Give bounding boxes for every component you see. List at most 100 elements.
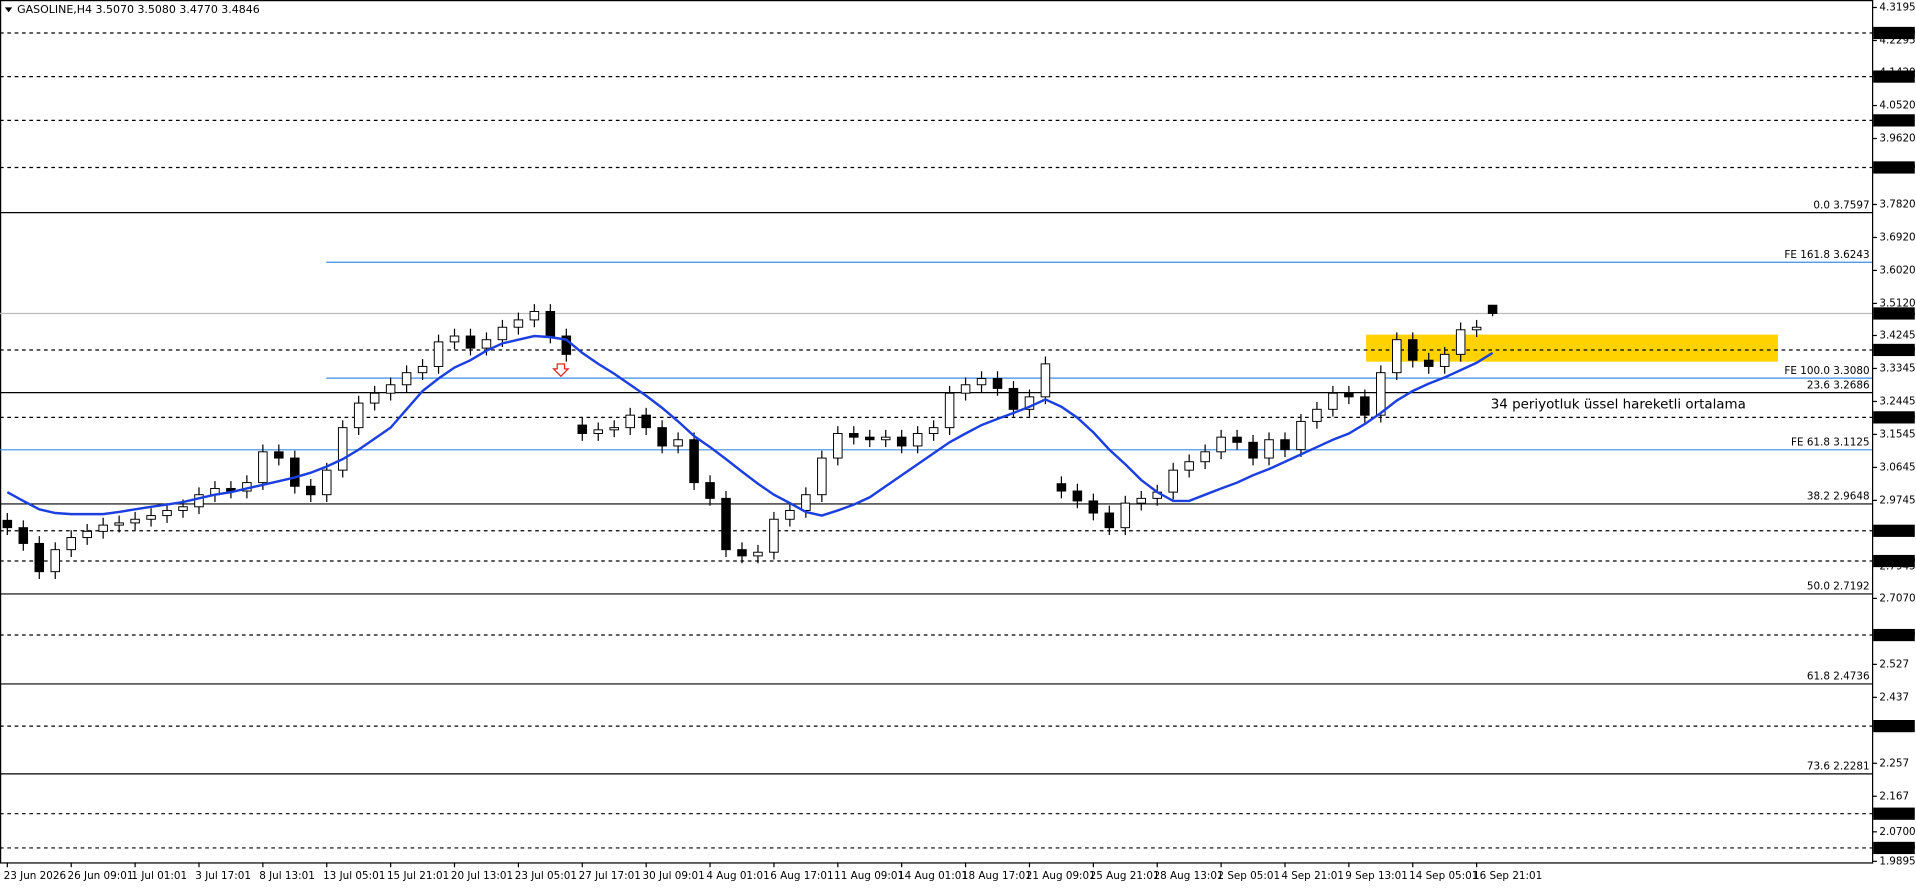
candle-body [625,414,635,429]
candle-body [433,341,444,367]
price-box [1873,161,1915,174]
x-tick-label: 20 Jul 13:01 [451,870,513,882]
x-tick-label: 13 Jul 05:01 [323,870,385,882]
candle-body [465,335,476,349]
candle-body [258,451,268,484]
y-tick-label: 3.7820 [1879,198,1915,210]
candle-body [1008,387,1019,410]
y-tick-label: 2.437 [1879,691,1909,703]
price-box [1873,307,1915,320]
y-tick-label: 4.3195 [1879,2,1915,14]
price-box [1873,70,1915,83]
price-box-label: 2.8915 [1879,525,1915,537]
candle-body [2,519,13,529]
y-tick-label: 1.9895 [1879,855,1915,867]
candle-body [18,527,29,544]
candle-body [1072,490,1083,502]
x-tick-label: 21 Aug 09:01 [1026,870,1096,882]
y-tick-label: 2.527 [1879,658,1909,670]
price-box [1873,719,1915,733]
x-tick-label: 16 Sep 21:01 [1473,870,1542,882]
y-tick-label: 3.4245 [1879,329,1915,341]
candle-body [1232,436,1242,443]
x-tick-label: 6 Aug 17:01 [770,870,833,882]
candle-body [481,339,492,349]
candle-body [880,436,891,441]
candle-body [657,427,667,447]
price-box [1873,554,1915,568]
candle-body [130,518,140,524]
candle-body [1328,392,1338,410]
price-box-label: 2.8090 [1879,555,1915,567]
candle-body [353,402,364,429]
candle-body [721,497,731,551]
candle-body [960,384,971,394]
candle-body [912,433,923,447]
zone [1366,334,1778,362]
x-tick-label: 1 Jul 01:01 [131,870,187,882]
candle-body [1376,372,1386,416]
candle-body [98,524,108,532]
price-box-label: 3.2010 [1879,411,1915,423]
fib-label: 61.8 2.4736 [1807,671,1870,683]
chart-title: GASOLINE,H4 3.5070 3.5080 3.4770 3.4846 [17,3,260,16]
price-box [1873,26,1915,40]
fe-label: FE 61.8 3.1125 [1791,436,1870,448]
candle-body [34,542,45,573]
candle-body [593,429,604,434]
ema-line [6,334,1494,517]
candle-body [1407,339,1418,361]
candle-body [561,335,572,355]
candle-body [66,537,76,551]
candle-body [321,469,332,496]
price-box-label: 2.1195 [1879,808,1915,820]
candle-body [1136,497,1147,504]
x-tick-label: 25 Aug 21:01 [1090,870,1160,882]
candle-body [673,439,683,447]
fib-label: 50.0 2.7192 [1807,581,1870,593]
y-tick-label: 3.1545 [1879,428,1915,440]
candle-body [1439,353,1450,367]
price-box-label: 4.1310 [1879,71,1915,83]
candle-body [1487,304,1498,314]
x-tick-label: 30 Jul 09:01 [642,870,704,882]
fe-label: FE 100.0 3.3080 [1784,365,1869,377]
fib-label: 73.6 2.2281 [1807,761,1870,773]
candle-body [689,439,699,484]
y-tick-label: 2.167 [1879,790,1909,802]
price-box [1873,343,1915,357]
candle-body [146,515,156,520]
candle-body [944,392,955,429]
candle-body [1423,359,1434,367]
candle-body [417,365,428,374]
candle-body [290,457,300,487]
candle-body [577,424,588,434]
candle-body [1056,483,1067,492]
candle-body [50,549,61,573]
price-box [1873,411,1915,424]
candle-body [513,319,524,328]
y-tick-label: 3.0645 [1879,461,1915,473]
fib-label: 23.6 3.2686 [1807,379,1870,391]
candle-body [1312,408,1322,422]
candle-body [401,372,412,386]
candle-body [705,482,715,499]
candle-body [1280,439,1290,451]
price-box-label: 3.3850 [1879,344,1915,356]
x-tick-label: 9 Sep 13:01 [1345,870,1408,882]
x-tick-label: 27 Jul 17:01 [579,870,641,882]
candle-body [1200,451,1210,463]
y-tick-label: 2.0700 [1879,826,1915,838]
candle-body [1216,436,1226,453]
price-box [1873,628,1915,642]
fe-label: FE 161.8 3.6243 [1784,249,1869,261]
candle-body [1184,461,1194,471]
price-box-label: 4.0115 [1879,114,1915,126]
fib-label: 38.2 2.9648 [1807,491,1870,503]
candle-body [801,494,811,511]
candle-body [114,522,124,526]
y-tick-label: 3.3345 [1879,362,1915,374]
price-box [1873,114,1915,127]
